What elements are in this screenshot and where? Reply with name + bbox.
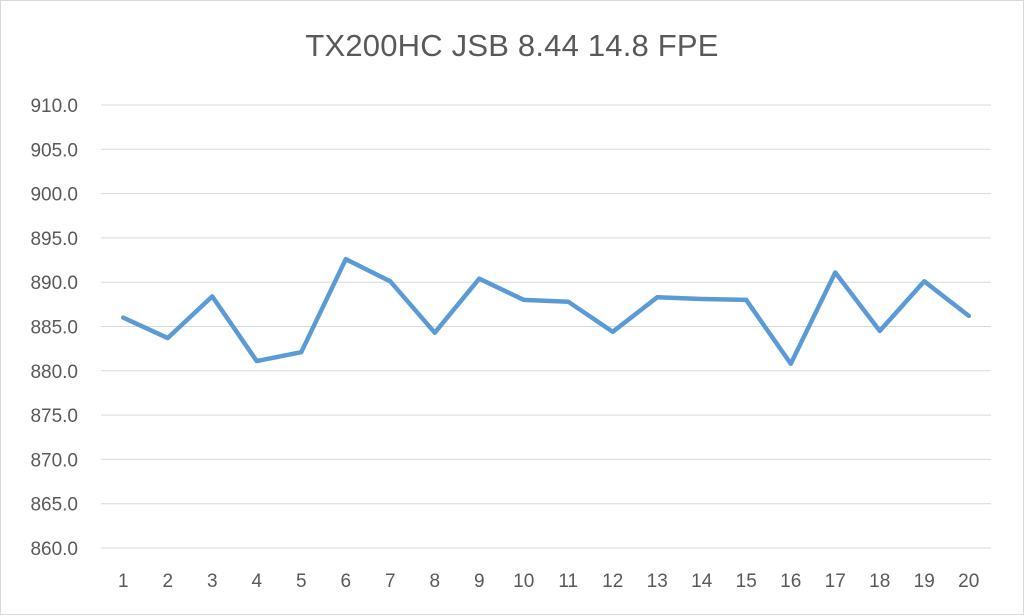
- data-point: [922, 279, 926, 283]
- x-tick-label: 18: [869, 571, 890, 592]
- y-tick-label: 885.0: [30, 318, 78, 339]
- data-point: [522, 298, 526, 302]
- data-point: [433, 331, 437, 335]
- data-point: [210, 294, 214, 298]
- x-tick-label: 8: [429, 571, 440, 592]
- y-tick-label: 865.0: [30, 495, 78, 516]
- data-point: [121, 316, 125, 320]
- y-tick-label: 870.0: [30, 450, 78, 471]
- data-point: [967, 314, 971, 318]
- data-point: [388, 279, 392, 283]
- y-axis-tick-labels: 860.0 865.0 870.0 875.0 880.0 885.0 890.0 895.0…: [30, 96, 78, 560]
- x-tick-label: 13: [647, 571, 668, 592]
- x-tick-label: 12: [602, 571, 623, 592]
- x-tick-label: 9: [474, 571, 485, 592]
- y-tick-label: 895.0: [30, 229, 78, 250]
- data-point: [744, 298, 748, 302]
- y-tick-label: 890.0: [30, 273, 78, 294]
- data-point: [566, 300, 570, 304]
- x-tick-label: 1: [118, 571, 129, 592]
- data-point: [255, 359, 259, 363]
- data-point: [789, 362, 793, 366]
- data-point: [344, 257, 348, 261]
- x-tick-label: 11: [558, 571, 578, 592]
- x-tick-label: 3: [207, 571, 218, 592]
- data-point: [299, 350, 303, 354]
- x-tick-label: 10: [513, 571, 534, 592]
- x-tick-label: 16: [780, 571, 801, 592]
- x-axis-tick-labels: 1 2 3 4 5 6 7 8 9 10 11 12 13 14 15 16 17 18 19 20: [118, 571, 979, 592]
- x-tick-label: 4: [251, 571, 262, 592]
- y-tick-label: 905.0: [30, 140, 78, 161]
- y-tick-label: 860.0: [30, 539, 78, 560]
- x-tick-label: 19: [914, 571, 935, 592]
- x-tick-label: 14: [691, 571, 713, 592]
- x-tick-label: 2: [162, 571, 173, 592]
- data-point: [833, 270, 837, 274]
- x-tick-label: 6: [340, 571, 351, 592]
- data-point: [700, 297, 704, 301]
- data-point: [878, 329, 882, 333]
- x-tick-label: 20: [958, 571, 979, 592]
- x-tick-label: 7: [385, 571, 396, 592]
- y-tick-label: 880.0: [30, 362, 78, 383]
- data-point: [655, 295, 659, 299]
- series-layer: [121, 257, 971, 366]
- x-tick-label: 17: [825, 571, 846, 592]
- x-tick-label: 5: [296, 571, 307, 592]
- data-point: [166, 336, 170, 340]
- series-line: [123, 259, 969, 364]
- y-tick-label: 875.0: [30, 406, 78, 427]
- x-tick-label: 15: [736, 571, 757, 592]
- data-point: [611, 330, 615, 334]
- y-tick-label: 910.0: [30, 96, 78, 117]
- data-point: [477, 277, 481, 281]
- y-tick-label: 900.0: [30, 185, 78, 206]
